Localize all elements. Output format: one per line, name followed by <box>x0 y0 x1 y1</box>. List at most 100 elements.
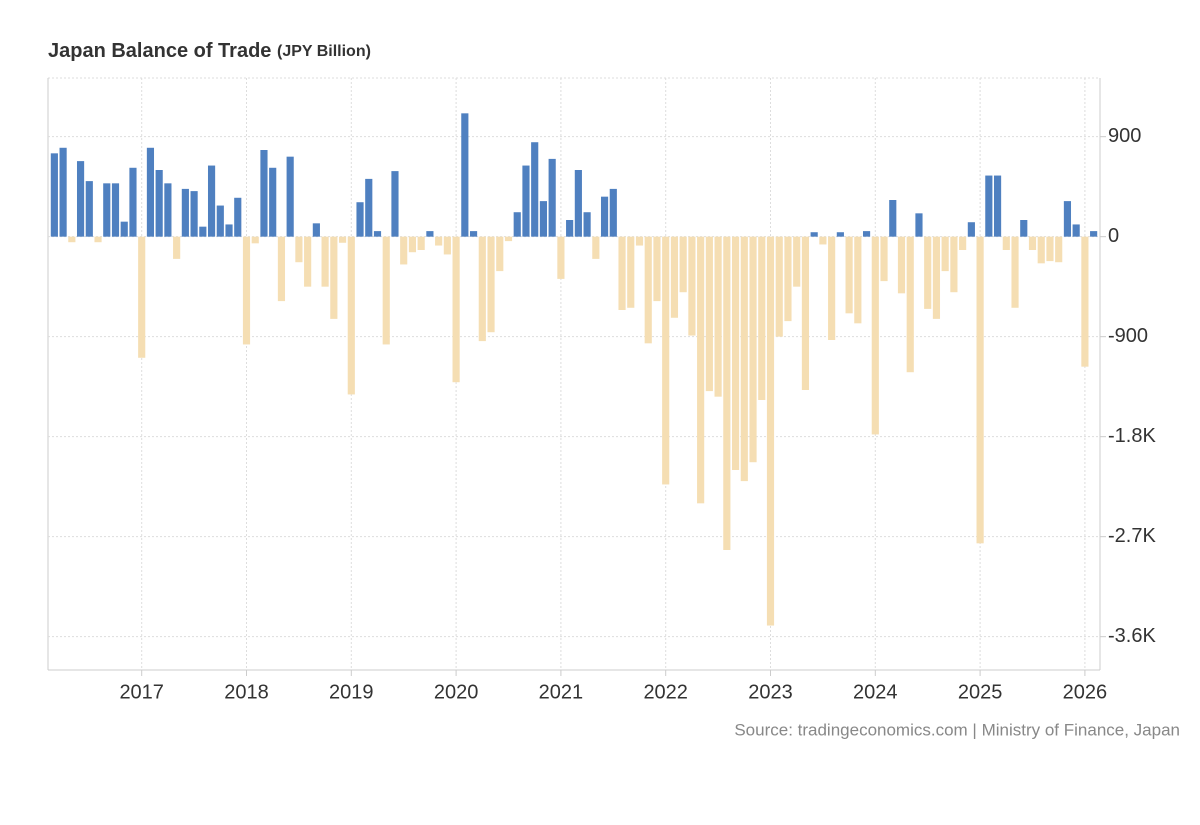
bar <box>338 236 347 243</box>
bar <box>356 202 364 237</box>
bar <box>68 236 76 243</box>
bar <box>408 236 417 253</box>
bar <box>845 236 853 314</box>
bar <box>513 212 521 237</box>
bar <box>828 236 836 340</box>
bar <box>400 236 408 265</box>
bar <box>862 231 871 237</box>
bar <box>539 201 548 237</box>
bar <box>705 236 713 392</box>
bar <box>574 170 582 237</box>
bar <box>959 236 967 250</box>
bar <box>94 236 102 243</box>
bar <box>173 236 181 259</box>
bar <box>1020 220 1028 237</box>
bar <box>889 200 897 237</box>
bar <box>469 231 478 237</box>
bar <box>854 236 862 324</box>
x-tick-label: 2018 <box>224 681 269 703</box>
source: Source: tradingeconomics.com | Ministry … <box>734 720 1180 739</box>
bar <box>391 171 399 237</box>
bar <box>347 236 355 395</box>
bar <box>784 236 792 322</box>
bar <box>950 236 958 293</box>
bar <box>653 236 661 302</box>
bar <box>836 232 844 237</box>
bar <box>600 196 609 237</box>
bar <box>697 236 705 504</box>
bar <box>871 236 879 435</box>
bar <box>924 236 932 309</box>
bar <box>504 236 513 242</box>
unit: (JPY Billion) <box>277 43 371 60</box>
bar <box>269 167 277 237</box>
bar <box>330 236 338 319</box>
bar <box>373 231 382 237</box>
bar <box>478 236 486 342</box>
bar <box>976 236 984 544</box>
bar <box>207 165 216 237</box>
bar <box>1028 236 1037 250</box>
bar <box>461 113 469 237</box>
bar <box>993 175 1002 237</box>
bar <box>967 222 975 237</box>
y-tick-label: -2.7K <box>1108 525 1156 547</box>
bar <box>1081 236 1089 367</box>
bar <box>251 236 259 244</box>
bar <box>295 236 303 263</box>
bar <box>1046 236 1054 262</box>
x-tick-label: 2019 <box>329 681 374 703</box>
bar <box>679 236 687 293</box>
bar <box>531 142 539 237</box>
bar <box>286 156 294 237</box>
bar <box>627 236 635 308</box>
bar <box>801 236 810 390</box>
bar <box>740 236 748 482</box>
bar <box>1072 224 1080 237</box>
bar <box>181 188 189 237</box>
bar <box>897 236 906 294</box>
bar <box>120 221 128 237</box>
bar <box>312 223 320 237</box>
bar <box>435 236 443 246</box>
bar <box>50 153 58 237</box>
bar <box>138 236 146 358</box>
bar <box>1037 236 1045 264</box>
bar <box>714 236 722 397</box>
bar <box>365 178 373 237</box>
bar <box>417 236 425 250</box>
bar <box>382 236 390 345</box>
bar <box>635 236 644 246</box>
y-tick-label: 900 <box>1108 125 1141 147</box>
bar <box>1063 201 1072 237</box>
bar <box>915 213 923 237</box>
bar <box>644 236 652 344</box>
bar <box>522 165 530 237</box>
bar <box>59 147 67 237</box>
bar <box>723 236 731 550</box>
bar <box>321 236 329 287</box>
bar <box>199 226 207 237</box>
bar <box>609 188 617 237</box>
bar <box>190 191 198 237</box>
bar <box>749 236 757 463</box>
x-tick-label: 2020 <box>434 681 479 703</box>
bar <box>1090 231 1098 237</box>
y-tick-label: 0 <box>1108 225 1119 247</box>
bar <box>566 220 574 237</box>
x-tick-label: 2017 <box>119 681 164 703</box>
bar <box>775 236 783 337</box>
bar <box>76 161 85 237</box>
chart-title: Japan Balance of Trade (JPY Billion) <box>48 40 371 62</box>
title: Japan Balance of Trade <box>48 40 271 62</box>
bar <box>810 232 818 237</box>
bar <box>242 236 251 345</box>
bar <box>234 197 242 237</box>
bar <box>496 236 504 272</box>
bar <box>548 158 556 237</box>
bar <box>103 183 111 237</box>
y-tick-label: -1.8K <box>1108 425 1156 447</box>
bar <box>793 236 801 287</box>
